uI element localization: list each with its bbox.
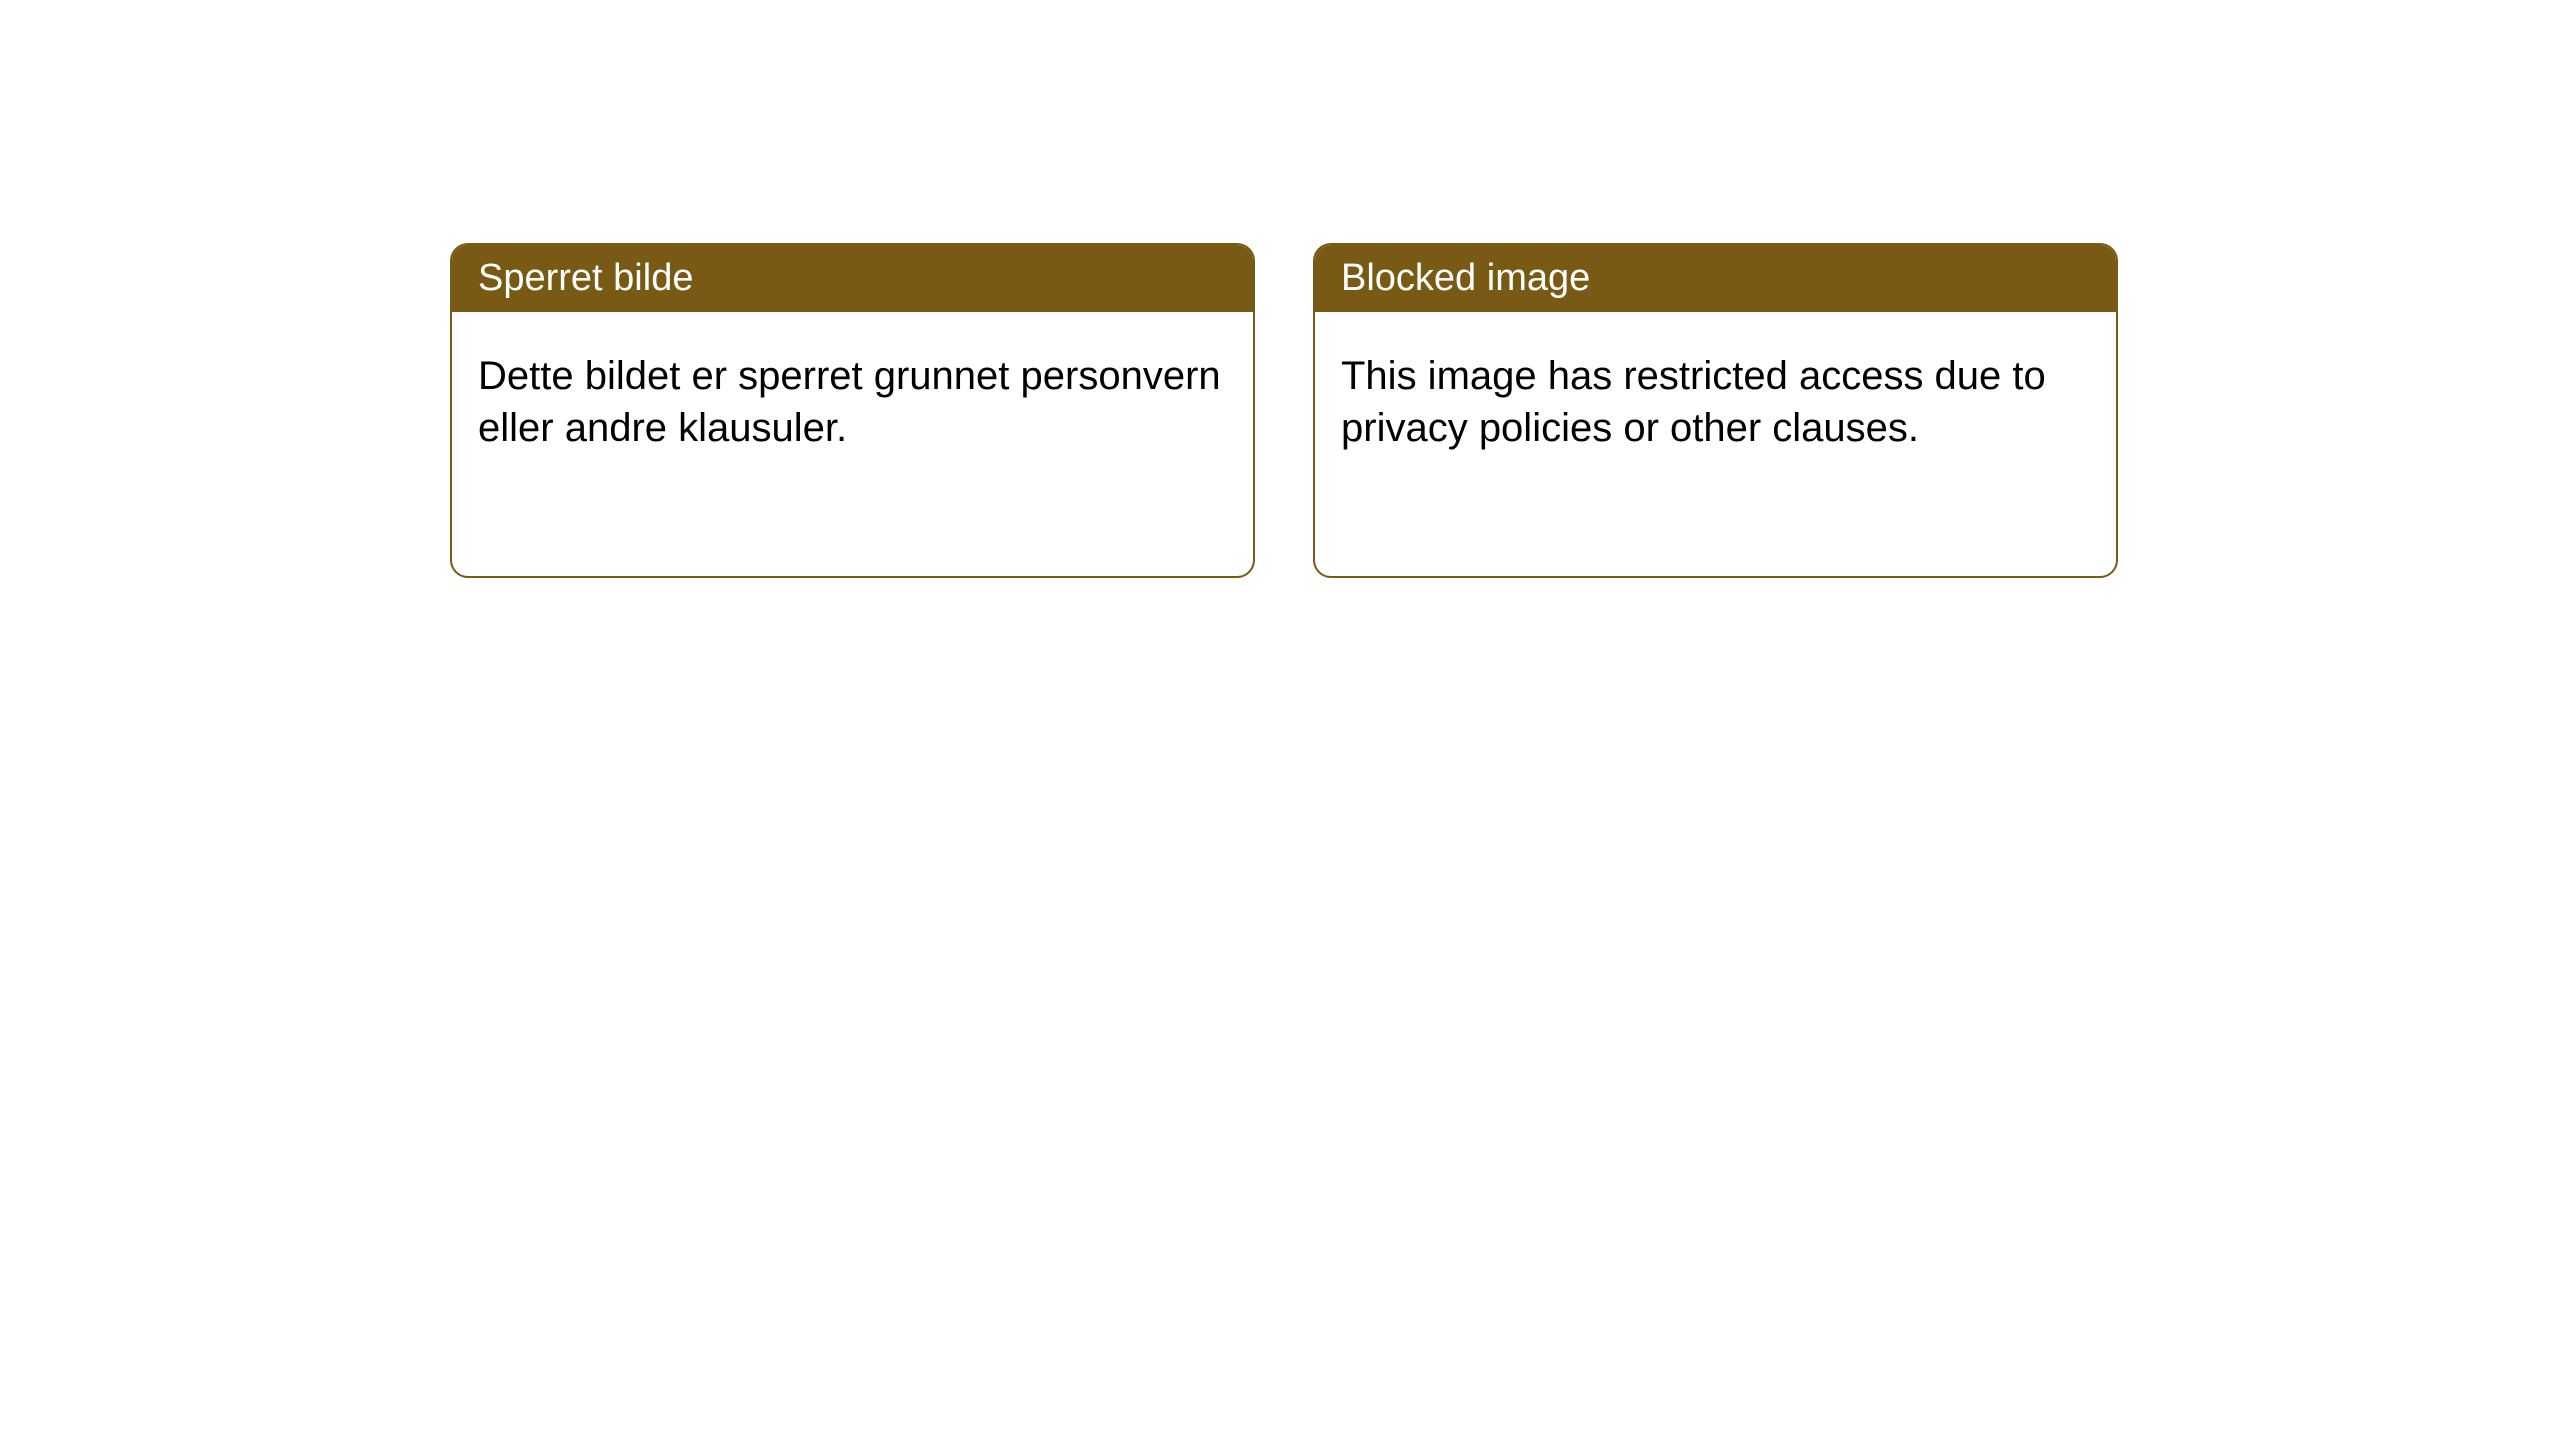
card-title-en: Blocked image: [1341, 257, 1590, 299]
card-title-no: Sperret bilde: [478, 257, 693, 299]
card-header-no: Sperret bilde: [452, 245, 1253, 312]
notice-card-no: Sperret bilde Dette bildet er sperret gr…: [450, 243, 1255, 578]
card-header-en: Blocked image: [1315, 245, 2116, 312]
notice-container: Sperret bilde Dette bildet er sperret gr…: [0, 0, 2560, 578]
card-body-no: Dette bildet er sperret grunnet personve…: [452, 312, 1253, 492]
card-body-text-en: This image has restricted access due to …: [1341, 354, 2046, 450]
notice-card-en: Blocked image This image has restricted …: [1313, 243, 2118, 578]
card-body-en: This image has restricted access due to …: [1315, 312, 2116, 492]
card-body-text-no: Dette bildet er sperret grunnet personve…: [478, 354, 1221, 450]
